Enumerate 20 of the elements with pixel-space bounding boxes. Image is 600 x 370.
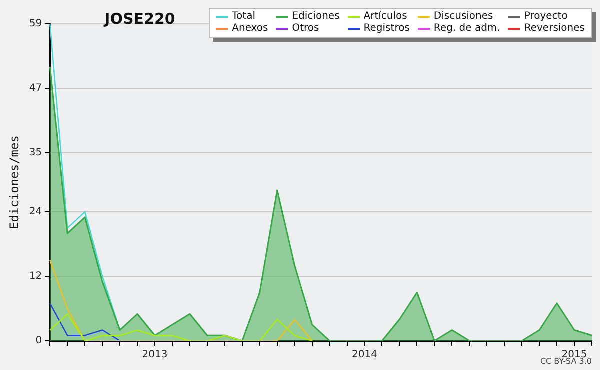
legend-label: Otros [292, 23, 320, 35]
legend-label: Anexos [232, 23, 268, 35]
legend-label: Ediciones [292, 11, 340, 23]
legend-label: Artículos [364, 11, 408, 23]
legend-label: Discusiones [434, 11, 494, 23]
y-tick-label: 47 [29, 83, 42, 94]
y-tick-label: 35 [29, 148, 42, 159]
y-tick-label: 12 [29, 271, 42, 282]
chart-title: JOSE220 [104, 10, 176, 28]
x-tick-label: 2013 [142, 350, 168, 361]
legend-label: Proyecto [524, 11, 568, 23]
x-tick-label: 2014 [352, 350, 378, 361]
legend-label: Registros [364, 23, 410, 35]
y-tick-label: 0 [36, 336, 42, 347]
legend-label: Reg. de adm. [434, 23, 500, 35]
legend-label: Total [232, 11, 256, 23]
y-axis-title: Ediciones/mes [7, 136, 22, 230]
legend-label: Reversiones [524, 23, 585, 35]
y-tick-label: 59 [29, 18, 42, 30]
y-tick-label: 24 [29, 206, 42, 218]
